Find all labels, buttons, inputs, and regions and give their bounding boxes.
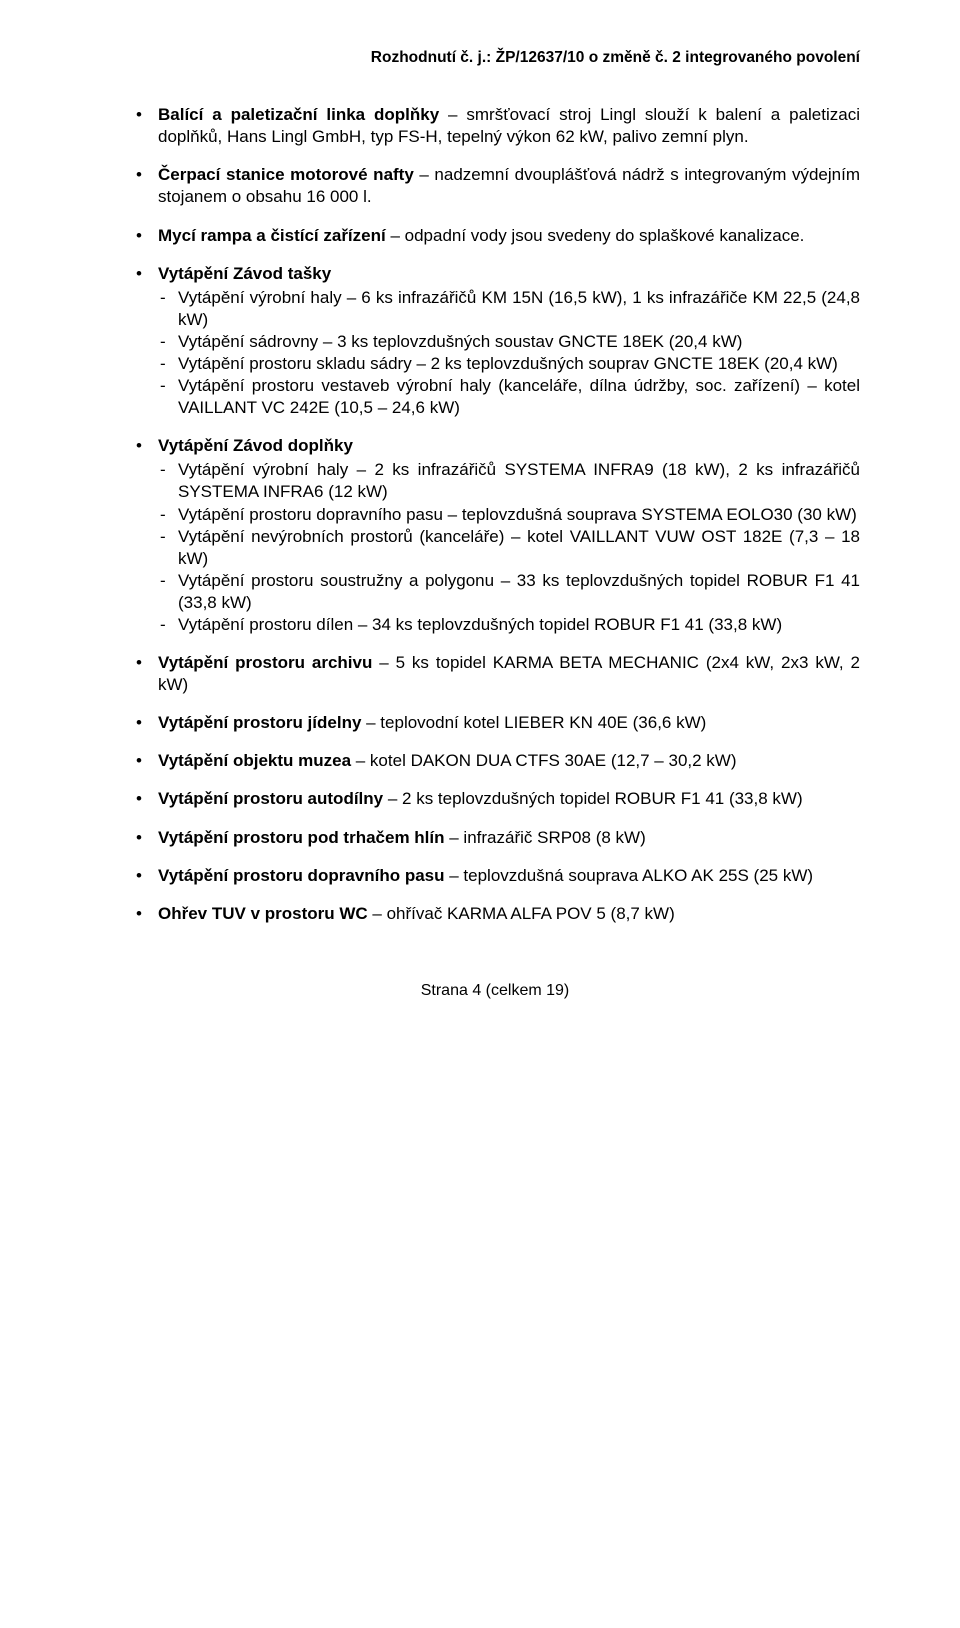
- sub-list-item: Vytápění výrobní haly – 6 ks infrazářičů…: [158, 287, 860, 331]
- list-item: Vytápění prostoru dopravního pasu – tepl…: [130, 865, 860, 887]
- item-title: Vytápění prostoru archivu: [158, 653, 372, 672]
- item-title: Vytápění prostoru autodílny: [158, 789, 383, 808]
- sub-list-item: Vytápění sádrovny – 3 ks teplovzdušných …: [158, 331, 860, 353]
- item-title: Vytápění prostoru pod trhačem hlín: [158, 828, 445, 847]
- item-text: – infrazářič SRP08 (8 kW): [445, 828, 646, 847]
- sub-list-item: Vytápění výrobní haly – 2 ks infrazářičů…: [158, 459, 860, 503]
- item-title: Mycí rampa a čistící zařízení: [158, 226, 386, 245]
- list-item: Vytápění prostoru jídelny – teplovodní k…: [130, 712, 860, 734]
- item-text: – odpadní vody jsou svedeny do splaškové…: [386, 226, 805, 245]
- list-item: Balící a paletizační linka doplňky – smr…: [130, 104, 860, 148]
- list-item: Vytápění Závod tašky Vytápění výrobní hal…: [130, 263, 860, 420]
- item-title: Vytápění Závod tašky: [158, 264, 331, 283]
- page-header: Rozhodnutí č. j.: ŽP/12637/10 o změně č.…: [130, 48, 860, 68]
- page-footer: Strana 4 (celkem 19): [130, 981, 860, 1002]
- item-text: – 2 ks teplovzdušných topidel ROBUR F1 4…: [383, 789, 803, 808]
- list-item: Ohřev TUV v prostoru WC – ohřívač KARMA …: [130, 903, 860, 925]
- bullet-list: Balící a paletizační linka doplňky – smr…: [130, 104, 860, 925]
- item-title: Vytápění Závod doplňky: [158, 436, 353, 455]
- sub-list-item: Vytápění prostoru dílen – 34 ks teplovzd…: [158, 614, 860, 636]
- item-text: – ohřívač KARMA ALFA POV 5 (8,7 kW): [368, 904, 675, 923]
- sub-list-item: Vytápění nevýrobních prostorů (kanceláře…: [158, 526, 860, 570]
- list-item: Vytápění prostoru archivu – 5 ks topidel…: [130, 652, 860, 696]
- list-item: Vytápění objektu muzea – kotel DAKON DUA…: [130, 750, 860, 772]
- item-title: Ohřev TUV v prostoru WC: [158, 904, 368, 923]
- item-title: Balící a paletizační linka doplňky: [158, 105, 439, 124]
- sub-list-item: Vytápění prostoru dopravního pasu – tepl…: [158, 504, 860, 526]
- sub-list-item: Vytápění prostoru vestaveb výrobní haly …: [158, 375, 860, 419]
- sub-list: Vytápění výrobní haly – 2 ks infrazářičů…: [158, 459, 860, 636]
- item-title: Vytápění prostoru jídelny: [158, 713, 361, 732]
- list-item: Mycí rampa a čistící zařízení – odpadní …: [130, 225, 860, 247]
- item-title: Vytápění objektu muzea: [158, 751, 351, 770]
- document-page: Rozhodnutí č. j.: ŽP/12637/10 o změně č.…: [0, 0, 960, 1062]
- list-item: Čerpací stanice motorové nafty – nadzemn…: [130, 164, 860, 208]
- list-item: Vytápění prostoru autodílny – 2 ks teplo…: [130, 788, 860, 810]
- list-item: Vytápění Závod doplňky Vytápění výrobní h…: [130, 435, 860, 636]
- item-text: – kotel DAKON DUA CTFS 30AE (12,7 – 30,2…: [351, 751, 736, 770]
- sub-list-item: Vytápění prostoru skladu sádry – 2 ks te…: [158, 353, 860, 375]
- sub-list: Vytápění výrobní haly – 6 ks infrazářičů…: [158, 287, 860, 420]
- sub-list-item: Vytápění prostoru soustružny a polygonu …: [158, 570, 860, 614]
- item-title: Čerpací stanice motorové nafty: [158, 165, 414, 184]
- list-item: Vytápění prostoru pod trhačem hlín – inf…: [130, 827, 860, 849]
- item-title: Vytápění prostoru dopravního pasu: [158, 866, 445, 885]
- item-text: – teplovodní kotel LIEBER KN 40E (36,6 k…: [361, 713, 706, 732]
- item-text: – teplovzdušná souprava ALKO AK 25S (25 …: [445, 866, 814, 885]
